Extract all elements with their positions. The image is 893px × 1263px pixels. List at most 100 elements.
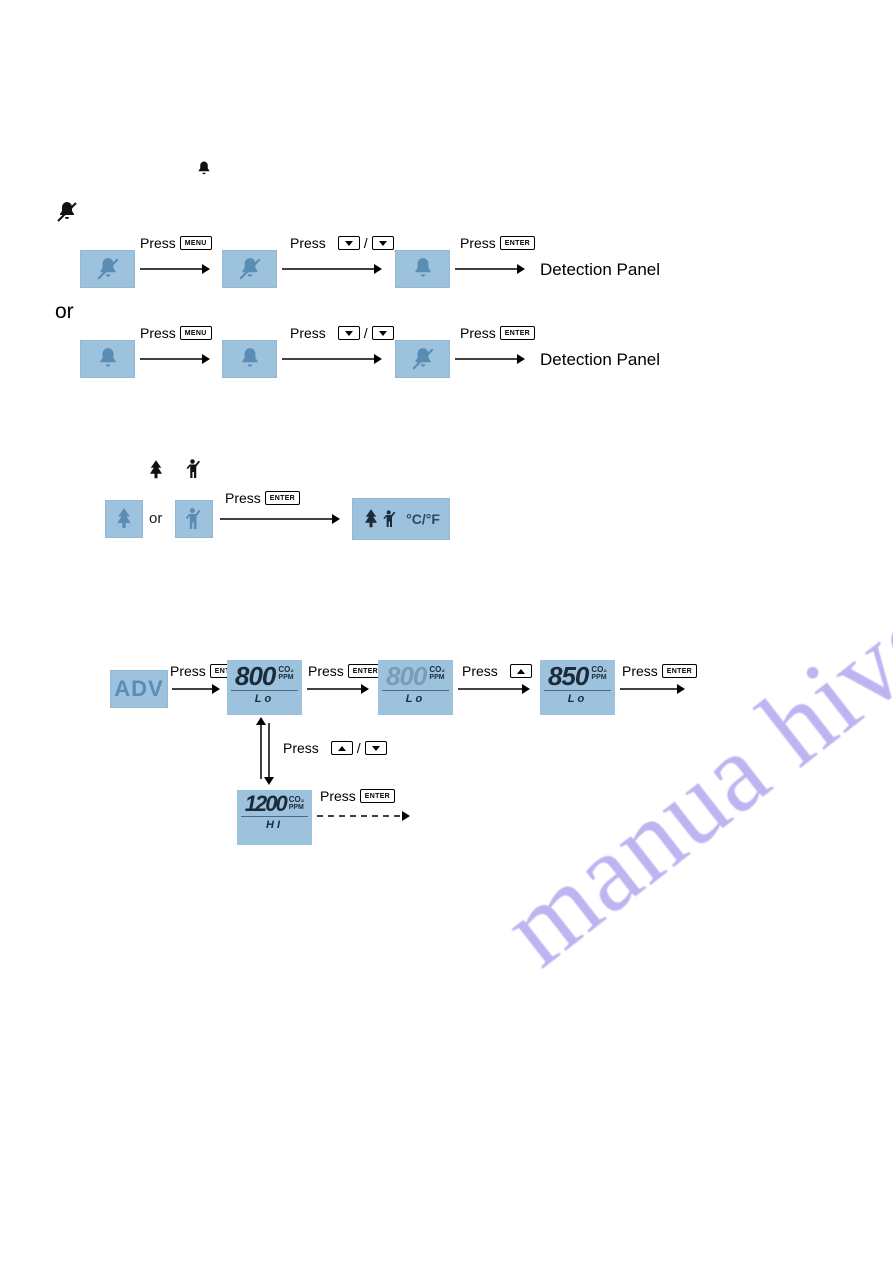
- down-keycap: [338, 326, 360, 340]
- person-wave-icon: [185, 458, 203, 485]
- lcd-divider: [544, 690, 612, 691]
- tree-icon: [147, 460, 165, 485]
- press-down-down-label: Press /: [290, 235, 394, 251]
- menu-keycap: MENU: [180, 236, 212, 250]
- up-keycap: [331, 741, 353, 755]
- lcd-co2: CO₂: [278, 666, 294, 674]
- press-enter-label: Press ENTER: [320, 788, 395, 804]
- panel-bell: [80, 340, 135, 378]
- arrow-right: [458, 681, 530, 697]
- press-text: Press: [140, 235, 176, 251]
- double-arrow-vertical: [255, 715, 275, 787]
- person-wave-icon: [382, 508, 398, 530]
- lcd-ppm: PPM: [429, 674, 444, 681]
- down-keycap: [338, 236, 360, 250]
- press-up-down-label: Press /: [283, 740, 387, 756]
- lcd-divider: [382, 690, 450, 691]
- enter-keycap: ENTER: [500, 236, 535, 250]
- lcd-divider: [241, 816, 309, 817]
- press-enter-label: Press ENTER: [460, 235, 535, 251]
- press-text: Press: [225, 490, 261, 506]
- press-text: Press: [290, 325, 326, 341]
- panel-bell-slash: [222, 250, 277, 288]
- lcd-value: 1200: [245, 793, 286, 815]
- enter-keycap: ENTER: [662, 664, 697, 678]
- lcd-hi: HI: [266, 819, 283, 831]
- bell-slash-icon: [55, 200, 79, 229]
- press-menu-label: Press MENU: [140, 235, 212, 251]
- bell-icon: [95, 346, 121, 372]
- press-text: Press: [283, 740, 319, 756]
- lcd-screen: 800CO₂PPM Lo: [378, 660, 453, 715]
- press-text: Press: [460, 235, 496, 251]
- arrow-right-dashed: [317, 808, 412, 824]
- panel-bell-slash: [395, 340, 450, 378]
- lcd-co2: CO₂: [591, 666, 607, 674]
- press-text: Press: [320, 788, 356, 804]
- lcd-lo: Lo: [568, 693, 587, 705]
- cf-text: °C/°F: [406, 511, 440, 527]
- press-down-down-label: Press /: [290, 325, 394, 341]
- menu-keycap: MENU: [180, 326, 212, 340]
- arrow-right: [455, 351, 525, 367]
- down-keycap: [372, 236, 394, 250]
- bell-slash-icon: [410, 346, 436, 372]
- lcd-screen: 1200CO₂PPM HI: [237, 790, 312, 845]
- press-menu-label: Press MENU: [140, 325, 212, 341]
- press-text: Press: [462, 663, 498, 679]
- arrow-right: [220, 511, 340, 527]
- press-text: Press: [308, 663, 344, 679]
- or-small-label: or: [149, 510, 162, 527]
- person-wave-icon: [184, 507, 204, 531]
- panel-tree-person-cf: °C/°F: [352, 498, 450, 540]
- arrow-right: [307, 681, 369, 697]
- lcd-screen: 800CO₂PPM Lo: [227, 660, 302, 715]
- arrow-right: [282, 351, 382, 367]
- lcd-divider: [231, 690, 299, 691]
- lcd-lo: Lo: [406, 693, 425, 705]
- arrow-right: [172, 681, 220, 697]
- adv-text: ADV: [114, 676, 163, 702]
- panel-person: [175, 500, 213, 538]
- panel-bell: [395, 250, 450, 288]
- panel-adv: ADV: [110, 670, 168, 708]
- lcd-ppm: PPM: [591, 674, 606, 681]
- lcd-lo: Lo: [255, 693, 274, 705]
- tree-icon: [362, 509, 380, 529]
- diagram-stage: manua hive.com PressMENU Press / PressEN…: [0, 0, 893, 1263]
- tree-icon: [114, 508, 134, 530]
- lcd-value: 850: [548, 663, 588, 689]
- arrow-right: [620, 681, 685, 697]
- arrow-right: [282, 261, 382, 277]
- press-enter-label: Press ENTER: [225, 490, 300, 506]
- press-text: Press: [290, 235, 326, 251]
- press-enter-label: Press ENTER: [622, 663, 697, 679]
- or-label: or: [55, 300, 74, 324]
- press-text: Press: [170, 663, 206, 679]
- bell-slash-icon: [95, 256, 121, 282]
- bell-icon: [195, 160, 213, 183]
- press-text: Press: [140, 325, 176, 341]
- press-text: Press: [622, 663, 658, 679]
- press-enter-label: PressENTER: [460, 325, 535, 341]
- enter-keycap: ENTER: [360, 789, 395, 803]
- bell-icon: [237, 346, 263, 372]
- down-keycap: [365, 741, 387, 755]
- press-enter-label: PressENTER: [308, 663, 383, 679]
- press-up-label: Press: [462, 663, 532, 679]
- lcd-ppm: PPM: [289, 804, 304, 811]
- down-keycap: [372, 326, 394, 340]
- lcd-co2: CO₂: [429, 666, 445, 674]
- enter-keycap: ENTER: [265, 491, 300, 505]
- bell-slash-icon: [237, 256, 263, 282]
- up-keycap: [510, 664, 532, 678]
- detection-panel-text: Detection Panel: [540, 350, 660, 370]
- bell-icon: [410, 256, 436, 282]
- arrow-right: [455, 261, 525, 277]
- enter-keycap: ENTER: [500, 326, 535, 340]
- panel-bell-slash: [80, 250, 135, 288]
- lcd-value: 800: [235, 663, 275, 689]
- panel-tree: [105, 500, 143, 538]
- detection-panel-text: Detection Panel: [540, 260, 660, 280]
- lcd-co2: CO₂: [289, 796, 305, 804]
